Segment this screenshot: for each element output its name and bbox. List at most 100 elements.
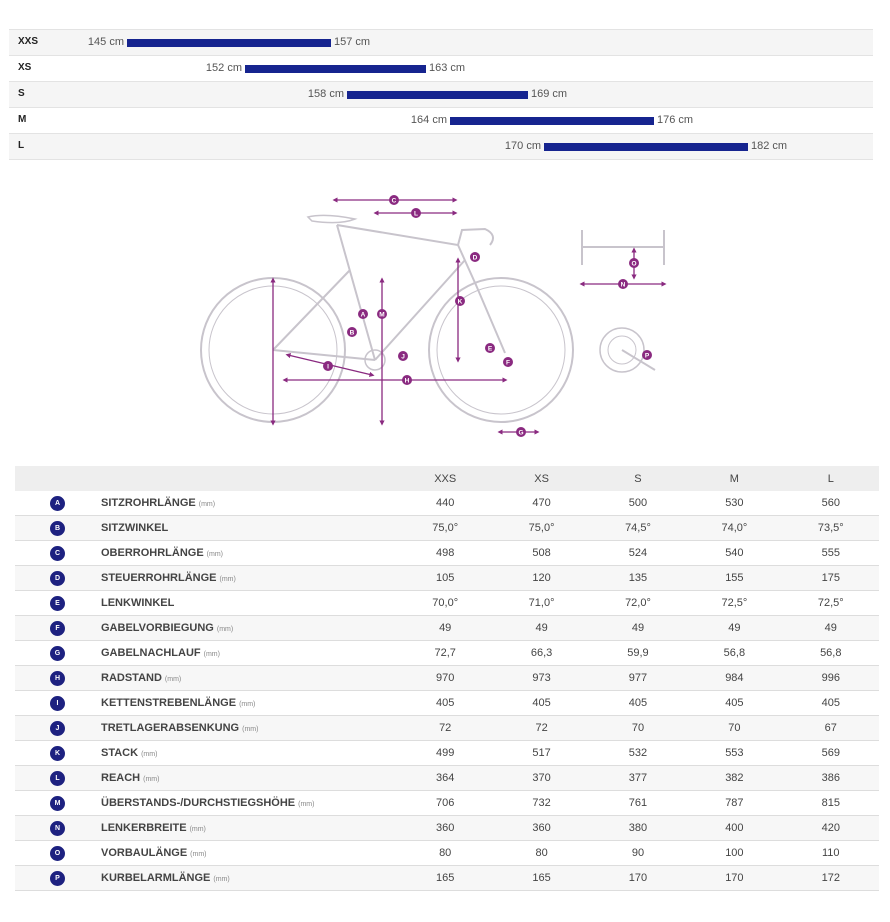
table-cell: 66,3 <box>493 641 589 666</box>
size-max-height: 163 cm <box>429 62 465 74</box>
dimension-badge: K <box>50 746 65 761</box>
size-range-bar <box>245 65 426 73</box>
table-cell: 105 <box>397 566 493 591</box>
table-cell: 524 <box>590 541 686 566</box>
diagram-badge-label: H <box>405 377 410 384</box>
saddle <box>308 215 355 222</box>
dimension-badge: B <box>50 521 65 536</box>
table-cell: 440 <box>397 491 493 516</box>
dimension-name: SITZROHRLÄNGE <box>101 497 196 509</box>
table-cell: 72,5° <box>686 591 782 616</box>
diagram-badge-label: F <box>506 359 510 366</box>
table-cell: 977 <box>590 666 686 691</box>
column-header: XS <box>493 466 589 491</box>
dimension-unit: (mm) <box>298 801 314 808</box>
geometry-table-body: A SITZROHRLÄNGE (mm) 440 470 500 530 560 B SITZWI… <box>15 491 879 891</box>
size-range-bar <box>347 91 528 99</box>
dimension-name: KURBELARMLÄNGE <box>101 872 210 884</box>
table-cell: 70 <box>686 716 782 741</box>
table-cell: 532 <box>590 741 686 766</box>
table-cell: 56,8 <box>783 641 879 666</box>
table-cell: 553 <box>686 741 782 766</box>
table-cell: 530 <box>686 491 782 516</box>
dimension-unit: (mm) <box>165 676 181 683</box>
table-row: B SITZWINKEL 75,0° 75,0° 74,5° 74,0° 73,5° <box>15 516 879 541</box>
table-row: M ÜBERSTANDS-/DURCHSTIEGSHÖHE (mm) 706 732 76… <box>15 791 879 816</box>
geometry-table: XXS XS S M L A SITZROHRLÄNGE (mm) 440 470 500… <box>15 466 879 891</box>
column-header: S <box>590 466 686 491</box>
dimension-unit: (mm) <box>217 626 233 633</box>
table-cell: 172 <box>783 866 879 891</box>
diagram-badge-label: D <box>473 254 478 261</box>
handlebar <box>458 229 493 245</box>
dimension-name: GABELNACHLAUF <box>101 647 201 659</box>
column-header: L <box>783 466 879 491</box>
table-header-row: XXS XS S M L <box>15 466 879 491</box>
table-cell: 74,0° <box>686 516 782 541</box>
dimension-badge: F <box>50 621 65 636</box>
size-max-height: 182 cm <box>751 140 787 152</box>
dimension-badge: G <box>50 646 65 661</box>
table-cell: 49 <box>590 616 686 641</box>
dimension-unit: (mm) <box>190 826 206 833</box>
table-cell: 67 <box>783 716 879 741</box>
table-cell: 74,5° <box>590 516 686 541</box>
dimension-unit: (mm) <box>141 751 157 758</box>
table-row: N LENKERBREITE (mm) 360 360 380 400 420 <box>15 816 879 841</box>
table-row: D STEUERROHRLÄNGE (mm) 105 120 135 155 175 <box>15 566 879 591</box>
size-label: S <box>18 88 25 99</box>
table-cell: 405 <box>590 691 686 716</box>
table-cell: 170 <box>686 866 782 891</box>
table-cell: 815 <box>783 791 879 816</box>
table-cell: 499 <box>397 741 493 766</box>
dimension-unit: (mm) <box>190 851 206 858</box>
table-cell: 49 <box>493 616 589 641</box>
diagram-badge-label: N <box>621 281 626 288</box>
table-cell: 49 <box>686 616 782 641</box>
table-row: C OBERROHRLÄNGE (mm) 498 508 524 540 555 <box>15 541 879 566</box>
table-cell: 405 <box>397 691 493 716</box>
table-cell: 73,5° <box>783 516 879 541</box>
size-range-row: XS 152 cm 163 cm <box>9 56 873 82</box>
table-row: O VORBAULÄNGE (mm) 80 80 90 100 110 <box>15 841 879 866</box>
dimension-name: KETTENSTREBENLÄNGE <box>101 697 236 709</box>
diagram-badge-label: G <box>518 429 523 436</box>
diagram-badge-label: O <box>631 260 636 267</box>
table-cell: 996 <box>783 666 879 691</box>
handlebar-front-view <box>582 230 664 265</box>
table-cell: 370 <box>493 766 589 791</box>
table-cell: 165 <box>397 866 493 891</box>
table-cell: 386 <box>783 766 879 791</box>
table-cell: 49 <box>397 616 493 641</box>
table-cell: 787 <box>686 791 782 816</box>
dimension-unit: (mm) <box>204 651 220 658</box>
table-cell: 400 <box>686 816 782 841</box>
bike-frame-outline <box>201 215 664 422</box>
table-cell: 165 <box>493 866 589 891</box>
column-header: XXS <box>397 466 493 491</box>
table-cell: 498 <box>397 541 493 566</box>
table-row: H RADSTAND (mm) 970 973 977 984 996 <box>15 666 879 691</box>
table-cell: 500 <box>590 491 686 516</box>
table-cell: 59,9 <box>590 641 686 666</box>
dimension-badge: A <box>50 496 65 511</box>
table-row: G GABELNACHLAUF (mm) 72,7 66,3 59,9 56,8 56,8 <box>15 641 879 666</box>
dimension-badge: M <box>50 796 65 811</box>
table-cell: 420 <box>783 816 879 841</box>
table-cell: 110 <box>783 841 879 866</box>
diagram-badge-label: E <box>488 345 493 352</box>
front-wheel <box>429 278 573 422</box>
size-range-row: XXS 145 cm 157 cm <box>9 30 873 56</box>
diagram-badge-label: P <box>645 352 650 359</box>
table-cell: 72,7 <box>397 641 493 666</box>
table-cell: 405 <box>493 691 589 716</box>
dimension-badge: P <box>50 871 65 886</box>
table-cell: 360 <box>493 816 589 841</box>
dimension-name: TRETLAGERABSENKUNG <box>101 722 239 734</box>
dimension-badge: H <box>50 671 65 686</box>
diagram-badge-label: C <box>392 197 397 204</box>
diagram-badge-label: K <box>458 298 463 305</box>
table-row: E LENKWINKEL 70,0° 71,0° 72,0° 72,5° 72,5° <box>15 591 879 616</box>
dimension-name: LENKWINKEL <box>101 597 174 609</box>
dimension-name: ÜBERSTANDS-/DURCHSTIEGSHÖHE <box>101 797 295 809</box>
